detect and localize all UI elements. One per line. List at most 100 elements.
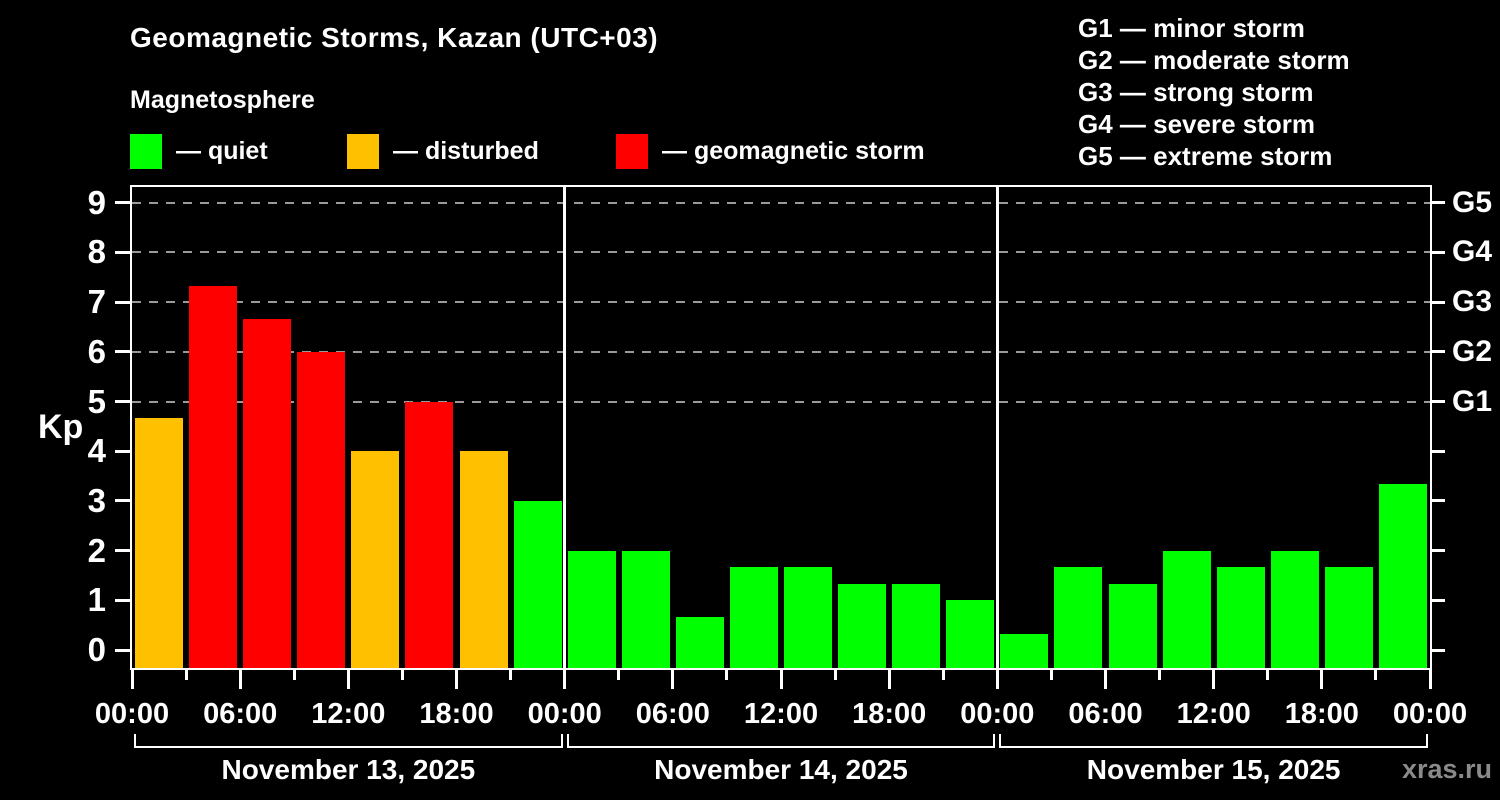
legend-item-disturbed: — disturbed	[347, 134, 539, 169]
x-axis-time-label: 12:00	[311, 698, 386, 730]
date-bracket	[134, 746, 563, 748]
kp-bar	[946, 600, 995, 668]
gridline-kp6	[132, 350, 1430, 353]
date-bracket-end	[566, 734, 569, 748]
y-axis-tick	[115, 201, 131, 205]
x-axis-tick	[1104, 669, 1107, 689]
y-axis-tick-label: 7	[87, 283, 106, 321]
y-axis-tick	[115, 598, 131, 602]
kp-bar	[1000, 633, 1049, 668]
x-axis-time-label: 18:00	[419, 698, 494, 730]
legend-label: — geomagnetic storm	[662, 137, 925, 165]
kp-bar	[1162, 550, 1211, 668]
x-axis-tick	[1428, 669, 1432, 689]
g-legend-line: G4 — severe storm	[1078, 109, 1316, 139]
y-axis-tick-label: 2	[87, 531, 106, 569]
y-axis-tick	[115, 549, 131, 553]
g-legend-line: G3 — strong storm	[1078, 77, 1314, 107]
y-axis-tick-label: 8	[87, 233, 106, 271]
right-axis-tick	[1430, 449, 1445, 453]
right-axis-tick	[1430, 598, 1445, 602]
x-axis-tick	[509, 669, 513, 680]
kp-bar	[1324, 567, 1373, 668]
x-axis-tick	[1158, 669, 1162, 680]
g-scale-label: G3	[1452, 285, 1493, 319]
y-axis-tick	[115, 400, 131, 403]
kp-bar	[513, 500, 562, 668]
kp-bar	[675, 616, 724, 668]
right-axis-tick	[1430, 549, 1445, 553]
quiet-color-swatch	[130, 134, 162, 169]
x-axis-time-label: 12:00	[743, 698, 819, 730]
x-axis-tick	[130, 669, 134, 689]
x-axis-tick	[400, 669, 404, 680]
legend-item-quiet: — quiet	[130, 134, 268, 169]
x-axis-tick	[725, 669, 729, 680]
kp-bar	[1270, 550, 1319, 668]
kp-bar	[567, 550, 616, 668]
right-axis-tick	[1430, 201, 1445, 205]
x-axis-tick	[563, 669, 567, 689]
g-scale-label: G1	[1452, 384, 1493, 418]
x-axis-tick	[941, 669, 945, 680]
x-axis-time-label: 00:00	[527, 698, 602, 730]
y-axis-title: Kp	[38, 408, 84, 446]
x-axis-time-label: 00:00	[1392, 698, 1468, 730]
date-bracket-end	[993, 734, 996, 748]
kp-bar	[297, 351, 346, 668]
g-scale-label: G5	[1452, 185, 1493, 219]
date-bracket-end	[134, 734, 136, 748]
kp-bar	[1378, 484, 1427, 668]
x-axis-tick	[1320, 669, 1324, 689]
right-axis-tick	[1430, 300, 1445, 304]
y-axis-tick-label: 4	[87, 432, 106, 470]
y-axis-tick	[115, 449, 131, 453]
date-bracket	[566, 746, 996, 748]
y-axis-tick-label: 6	[87, 332, 106, 370]
legend-label: — disturbed	[393, 137, 539, 165]
y-axis-tick-label: 0	[87, 631, 106, 668]
x-axis-time-label: 06:00	[203, 698, 278, 730]
x-axis-time-label: 00:00	[94, 698, 170, 730]
kp-bar	[1216, 567, 1265, 668]
kp-bar	[1108, 583, 1157, 668]
gridline-kp7	[132, 301, 1430, 304]
day-separator	[995, 187, 999, 668]
kp-bar	[405, 401, 454, 668]
x-axis-time-label: 06:00	[635, 698, 710, 730]
g-scale-label: G4	[1452, 235, 1493, 269]
x-axis-tick	[887, 669, 891, 689]
kp-bar	[838, 583, 887, 668]
kp-bar	[892, 583, 941, 668]
kp-bar	[189, 285, 238, 668]
g-legend-line: G5 — extreme storm	[1078, 141, 1333, 171]
x-axis-time-label: 18:00	[852, 698, 927, 730]
date-label: November 14, 2025	[654, 754, 908, 785]
g-legend-line: G2 — moderate storm	[1078, 45, 1350, 75]
kp-bar	[621, 550, 670, 668]
x-axis-time-label: 06:00	[1068, 698, 1143, 730]
x-axis-tick	[238, 669, 242, 689]
watermark: xras.ru	[1401, 754, 1492, 784]
x-axis-tick	[1374, 669, 1378, 680]
x-axis-tick	[995, 669, 999, 689]
date-bracket-end	[1426, 734, 1428, 748]
legend-label: — quiet	[176, 137, 268, 165]
date-label: November 13, 2025	[221, 754, 476, 785]
legend-item-storm: — geomagnetic storm	[616, 134, 925, 169]
right-axis-tick	[1430, 400, 1445, 403]
y-axis-tick	[115, 350, 131, 354]
x-axis-tick	[833, 669, 837, 680]
y-axis-tick-label: 9	[87, 183, 106, 221]
x-axis-tick	[779, 669, 783, 689]
kp-bar	[459, 451, 508, 668]
x-axis-tick	[1266, 669, 1270, 680]
x-axis-tick	[292, 669, 296, 680]
y-axis-tick-label: 5	[87, 382, 106, 420]
x-axis-tick	[1049, 669, 1053, 680]
storm-color-swatch	[616, 134, 648, 169]
chart-subtitle: Magnetosphere	[130, 86, 315, 114]
x-axis-time-label: 00:00	[960, 698, 1035, 730]
y-axis-tick	[115, 499, 131, 503]
